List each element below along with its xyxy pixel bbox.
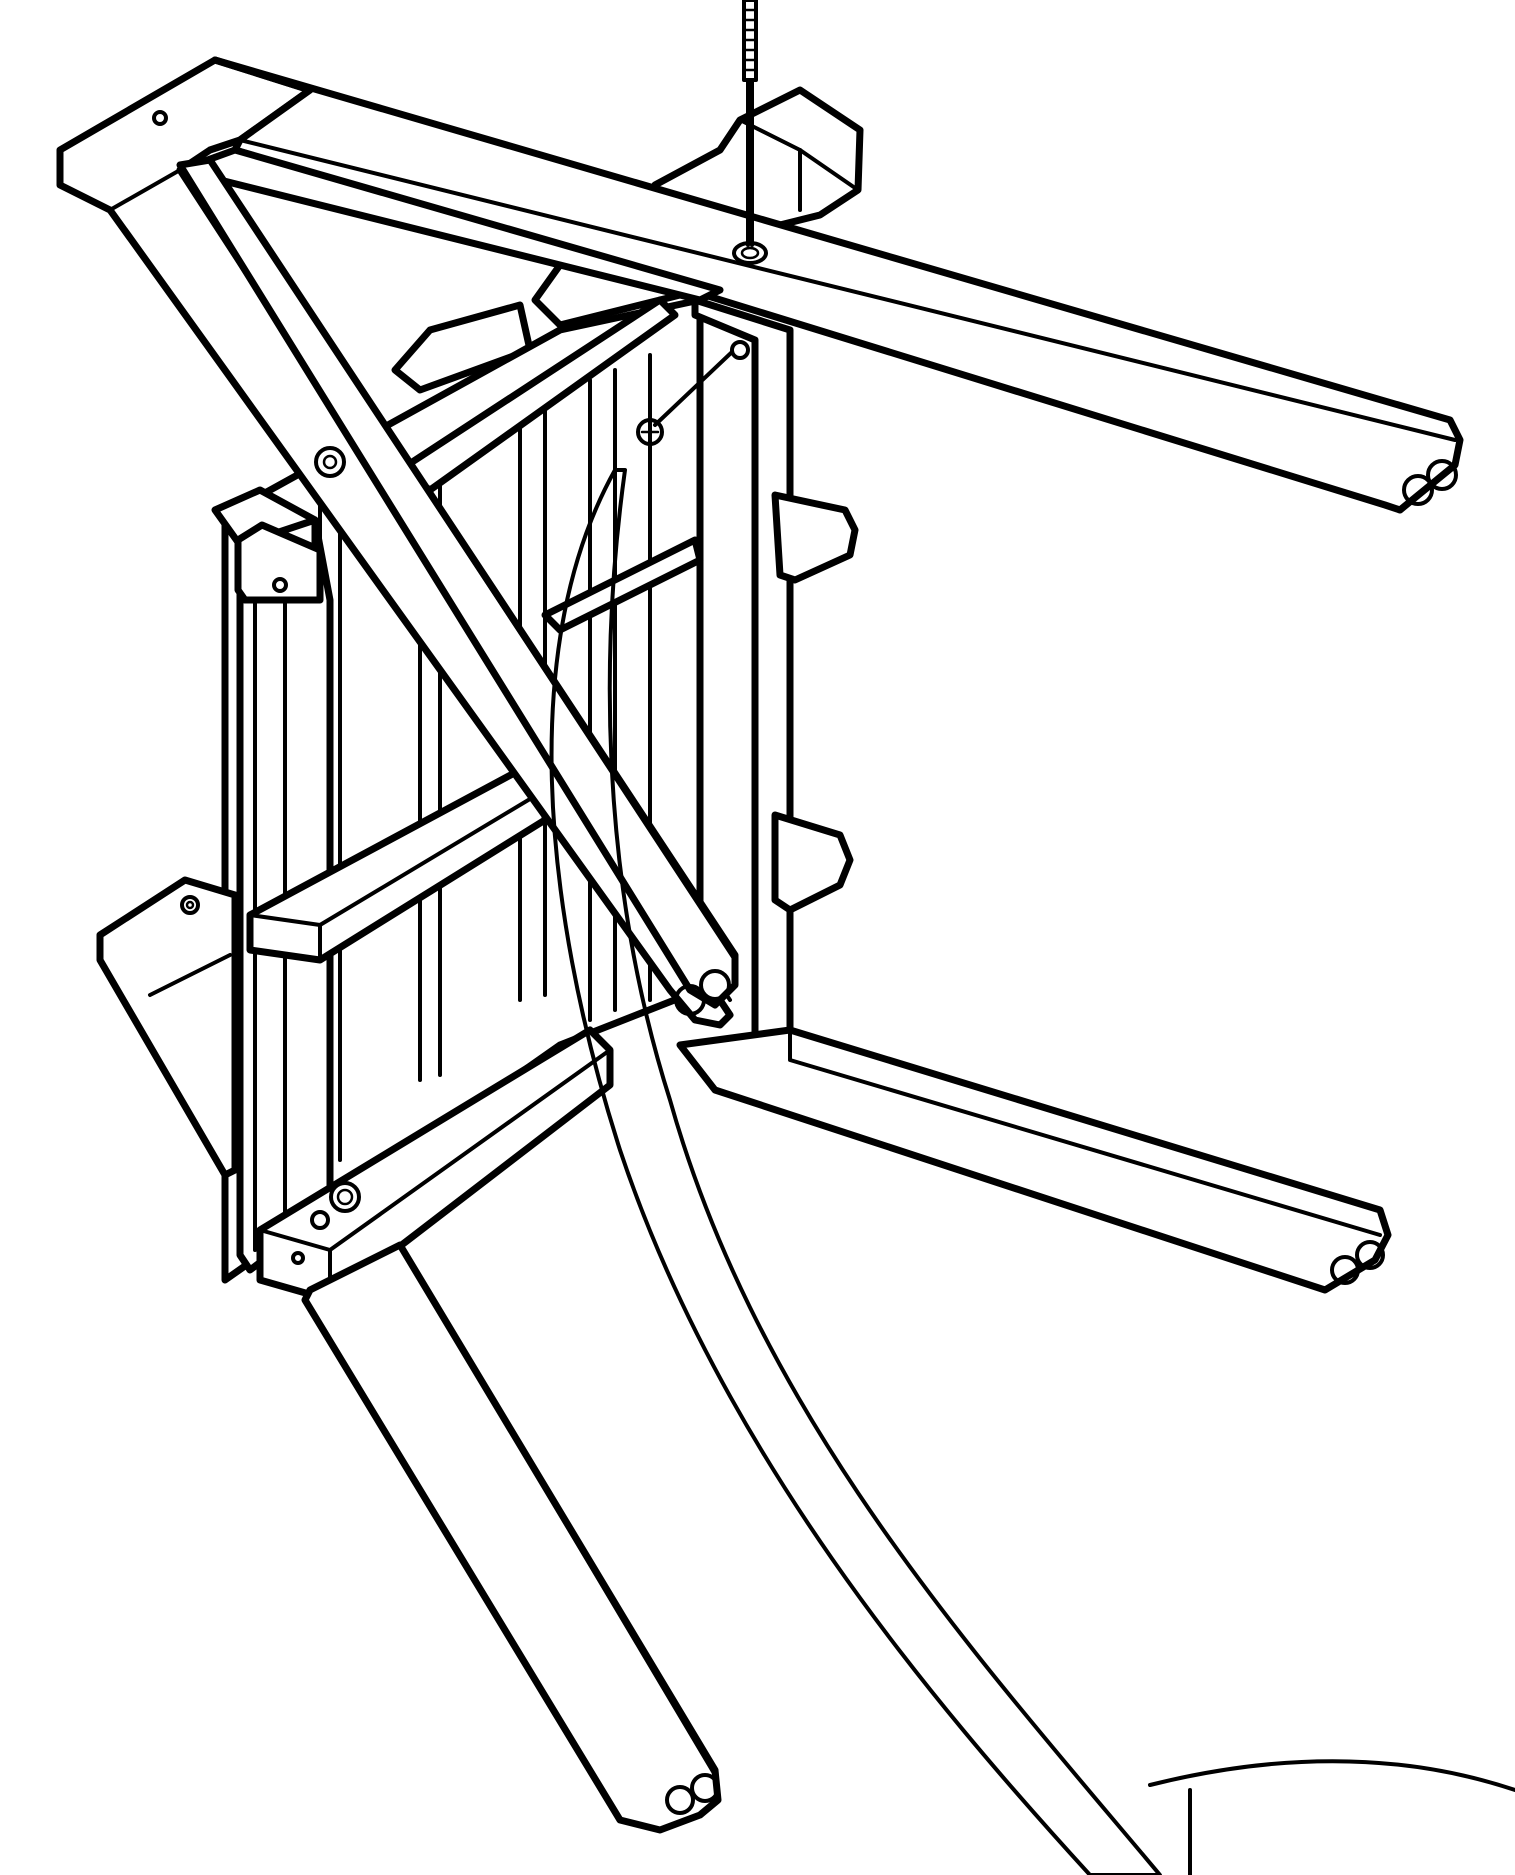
bottom-base-plate — [96, 876, 239, 1179]
left-lower-leg — [301, 1241, 722, 1834]
dowel-icon — [1330, 1255, 1360, 1285]
screw-hole-icon — [180, 895, 200, 915]
right-lower-leg — [676, 1026, 1392, 1294]
screw-hole-icon — [272, 577, 288, 593]
middle-shelf-right — [771, 491, 859, 914]
screw-hole-icon — [329, 1181, 361, 1213]
dowel-icon — [690, 1773, 720, 1803]
dowel-icon — [699, 969, 731, 1001]
dowel-icon — [1402, 474, 1434, 506]
dowel-icon — [1355, 1240, 1385, 1270]
screw-hole-icon — [291, 1251, 305, 1265]
dowel-icon — [665, 1785, 695, 1815]
dowel-icon — [1426, 459, 1458, 491]
cam-lock-icon — [636, 340, 750, 446]
cam-lock-icon — [314, 446, 346, 478]
left-upper-block — [234, 521, 324, 604]
crossbar-lower — [256, 1026, 614, 1304]
curved-arm — [549, 468, 1515, 1875]
screw-hole-icon — [310, 1210, 330, 1230]
diagonal-brace — [176, 156, 739, 1016]
crossbar-upper — [396, 296, 704, 634]
bolt-icon — [732, 0, 768, 265]
dowel-icon — [674, 984, 706, 1016]
screw-hole-icon — [152, 110, 168, 126]
